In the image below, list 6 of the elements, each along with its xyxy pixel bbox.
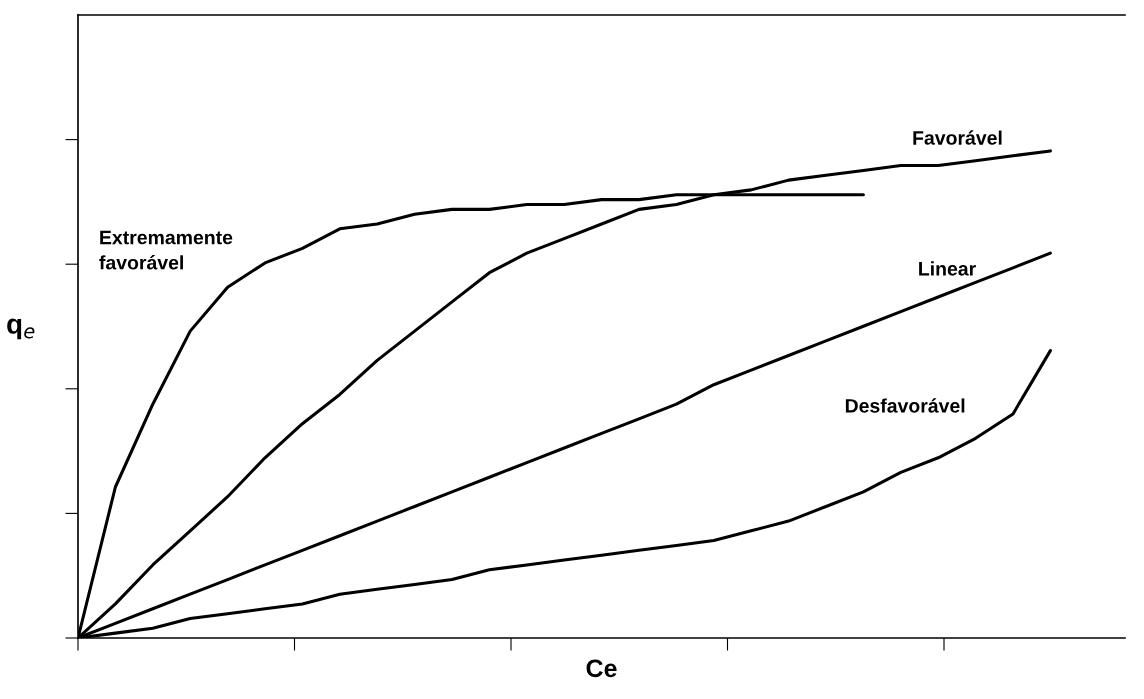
y-axis-title: q$_{e}$ [7,318,35,340]
x-axis-title: Ce [586,659,617,678]
series-label: Linear [919,261,976,276]
series-label: Favorável [913,130,1002,145]
series-label: Desfavorável [845,398,965,413]
series-label: Extremamente favorável [99,230,233,270]
